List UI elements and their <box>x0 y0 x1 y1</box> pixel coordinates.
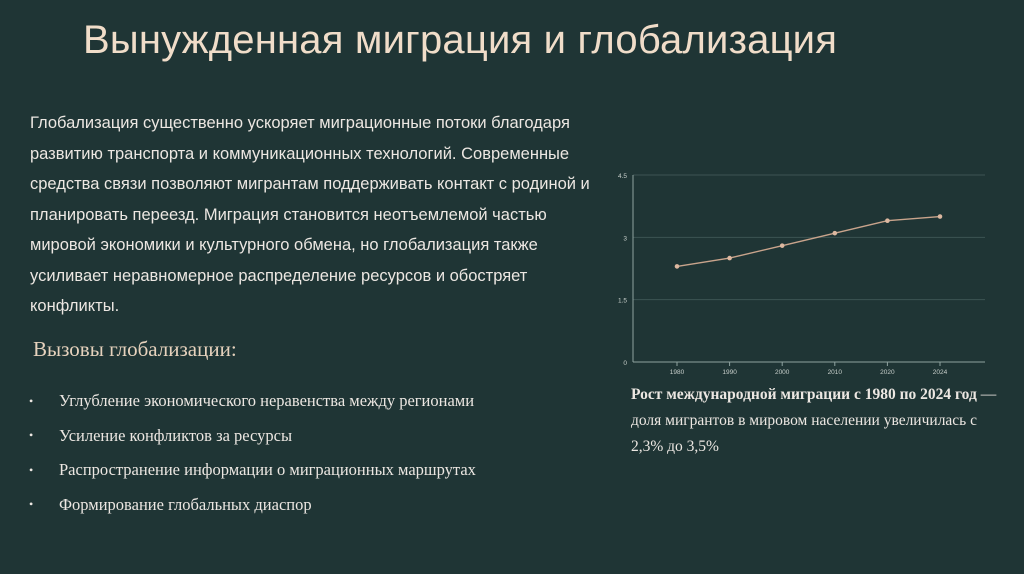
x-tick-label: 1980 <box>670 369 685 376</box>
data-point <box>832 230 838 236</box>
challenges-list: • Углубление экономического неравенства м… <box>29 384 476 522</box>
intro-paragraph: Глобализация существенно ускоряет миграц… <box>30 114 590 315</box>
list-item-text: Углубление экономического неравенства ме… <box>59 391 475 411</box>
x-tick-label: 2010 <box>828 369 843 376</box>
list-item-text: Распространение информации о миграционны… <box>59 460 476 480</box>
data-point <box>937 214 943 219</box>
slide-title: Вынужденная миграция и глобализация <box>83 18 838 62</box>
y-tick-label: 3 <box>623 235 627 242</box>
chart-caption-bold: Рост международной миграции с 1980 по 20… <box>631 386 977 403</box>
y-tick-label: 4.5 <box>618 173 627 180</box>
bullet-icon: • <box>29 393 34 408</box>
y-tick-label: 1.5 <box>618 298 627 305</box>
x-tick-label: 1990 <box>722 369 737 376</box>
bullet-icon: • <box>29 462 34 477</box>
chart-caption: Рост международной миграции с 1980 по 20… <box>631 382 1006 460</box>
x-tick-label: 2024 <box>933 369 948 376</box>
x-tick-label: 2000 <box>775 369 790 376</box>
challenges-heading: Вызовы глобализации: <box>33 337 237 361</box>
data-point <box>779 243 785 248</box>
list-item-text: Усиление конфликтов за ресурсы <box>59 425 293 445</box>
data-point <box>885 218 890 224</box>
list-item: • Формирование глобальных диаспор <box>29 488 476 523</box>
series-line <box>676 215 941 268</box>
data-point <box>727 255 732 261</box>
list-item: • Углубление экономического неравенства м… <box>29 384 476 419</box>
migration-line-chart: 0 1.5 3 4.5 1980 1990 2000 2010 2020 2024 <box>618 173 985 376</box>
list-item: • Усиление конфликтов за ресурсы <box>29 419 476 454</box>
list-item: • Распространение информации о миграционн… <box>29 453 476 488</box>
x-tick-label: 2020 <box>880 369 895 376</box>
bullet-icon: • <box>29 497 34 512</box>
list-item-text: Формирование глобальных диаспор <box>59 494 312 514</box>
bullet-icon: • <box>29 428 34 443</box>
data-point <box>674 264 680 269</box>
chart-caption-text: — доля мигрантов в мировом населении уве… <box>631 386 997 455</box>
y-tick-label: 0 <box>623 360 627 367</box>
